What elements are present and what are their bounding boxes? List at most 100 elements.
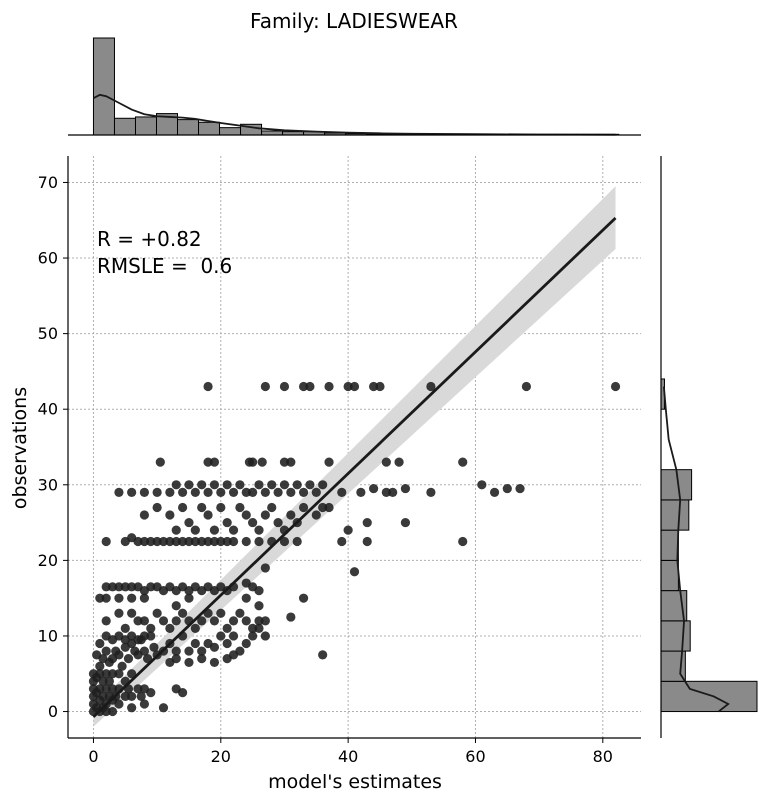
data-point [235,646,245,656]
data-point [101,536,111,547]
data-point [107,706,118,717]
data-point [178,502,188,513]
data-point [209,480,220,490]
data-point [248,487,258,497]
data-point [107,582,118,592]
data-point [209,457,220,467]
data-point [216,536,226,547]
data-point [139,616,149,626]
data-point [146,631,156,641]
data-point [171,646,181,656]
data-point [273,487,283,497]
data-point [171,480,181,490]
data-point [139,536,149,547]
data-point [101,616,111,626]
data-point [98,691,108,702]
y-tick-label: 20 [38,551,58,570]
data-point [197,536,207,547]
data-point [114,582,124,592]
data-point [381,487,391,497]
right-hist-bar [660,529,679,561]
data-point [228,525,239,535]
data-point [117,661,127,671]
data-point [286,612,296,622]
y-tick-label: 50 [38,324,58,343]
data-point [171,654,181,664]
data-point [158,536,169,547]
x-tick-label: 20 [211,747,231,766]
data-point [101,646,111,656]
right-hist-bar [660,620,691,652]
data-point [152,502,162,513]
right-marginal-histogram [660,156,758,738]
axes [63,156,641,743]
data-point [362,517,372,528]
fit-line [92,216,617,718]
data-point [209,657,220,668]
data-point [127,582,137,592]
data-point [152,487,162,497]
data-point [95,638,105,649]
regression-line [92,216,617,718]
data-point [489,487,500,497]
data-point [178,487,188,497]
data-point [286,510,296,520]
data-point [165,623,175,634]
data-point [349,567,360,577]
right-hist-bar [660,559,679,592]
data-point [127,691,137,702]
top-hist-bar [113,117,136,136]
data-point [120,582,130,592]
data-point [375,381,385,392]
data-point [127,487,137,497]
data-point [241,536,251,547]
data-point [197,646,207,656]
data-point [241,593,251,603]
data-point [155,457,165,467]
data-point [222,536,232,547]
data-point [190,536,200,547]
data-point [120,623,130,634]
data-point [146,688,156,698]
data-point [458,536,468,547]
top-hist-bar [219,127,242,136]
data-point [260,381,270,392]
data-point [114,593,124,603]
chart-title: Family: LADIESWEAR [250,9,458,33]
data-point [127,593,137,603]
data-point [610,381,621,392]
data-point [254,623,264,634]
x-tick-label: 80 [593,747,613,766]
data-point [235,608,245,618]
data-point [369,381,379,392]
data-point [190,623,200,634]
data-point [209,642,220,652]
data-point [95,669,105,679]
data-point [356,487,366,497]
data-point [190,525,200,535]
data-point [101,669,111,679]
data-point [267,480,277,490]
data-point [98,676,108,686]
data-point [136,691,146,702]
data-point [152,608,162,618]
data-point [305,480,315,490]
data-point [101,593,111,603]
data-point [114,608,124,618]
data-point [260,563,270,573]
data-point [318,480,328,490]
data-point [133,684,143,694]
data-point [184,657,194,668]
data-point [127,703,137,713]
data-point [228,536,239,547]
data-point [349,381,360,392]
data-point [298,381,309,392]
data-point [241,510,251,520]
data-point [114,669,124,679]
data-point [203,510,213,520]
data-point [394,457,404,467]
top-hist-bar [92,37,115,136]
data-point [171,616,181,626]
data-point [343,525,353,535]
